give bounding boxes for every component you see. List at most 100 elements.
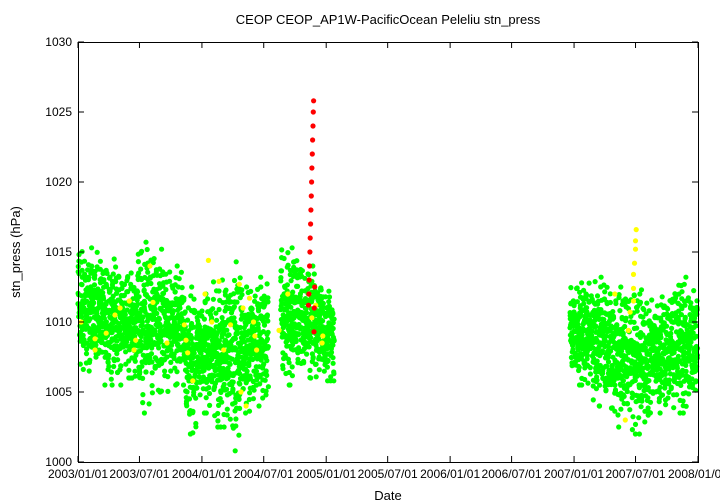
data-point [164,354,170,360]
data-point [118,382,124,388]
data-point [227,361,233,367]
plot-area [75,98,701,454]
data-point [236,432,242,438]
data-point [163,287,169,293]
data-point [181,295,187,301]
data-point [264,312,270,318]
data-point [123,349,129,355]
data-point [602,289,608,295]
data-point [167,278,173,284]
data-point [637,299,644,305]
data-point [168,359,174,365]
data-point [289,373,295,379]
data-point [663,402,669,408]
data-point [146,401,152,407]
data-point [289,245,295,251]
y-tick-label: 1015 [45,245,72,259]
data-point [248,288,254,294]
data-point [139,248,145,254]
data-point [237,405,243,411]
data-point [141,287,147,293]
data-point [100,295,107,302]
data-point [150,299,156,305]
data-point [682,302,688,308]
data-point [280,366,286,372]
data-point [156,345,162,351]
data-point [193,424,199,430]
data-point [649,297,655,303]
data-point [638,404,644,410]
data-point [330,355,336,361]
data-point [139,363,145,369]
data-point [599,348,606,354]
data-point [234,331,240,337]
data-point [639,398,645,404]
data-point [138,266,144,272]
data-point [262,377,268,383]
data-point [138,333,144,340]
data-point [294,258,300,264]
data-point [160,290,167,296]
data-point [179,285,185,291]
data-point [215,410,221,417]
data-point [178,269,184,275]
data-point [210,279,217,285]
data-point [671,405,677,411]
data-point [210,306,216,312]
data-point [658,334,664,341]
x-tick-label: 2004/07/01 [234,467,294,481]
data-point [288,304,294,310]
data-point [597,382,603,388]
data-point [576,382,583,388]
data-point [92,347,98,353]
data-point [148,337,154,343]
data-point [233,416,239,422]
data-point [621,393,627,399]
data-point [310,109,316,115]
data-point [150,260,156,266]
data-point [189,335,195,341]
data-point [666,377,673,383]
data-point [104,270,110,276]
data-point [234,299,240,305]
data-point [111,256,117,262]
data-point [263,368,269,374]
data-point [320,333,326,339]
x-tick-label: 2007/01/01 [544,467,604,481]
data-point [147,263,153,269]
data-point [693,378,699,384]
data-point [662,371,669,377]
data-point [219,315,225,321]
data-point [612,387,619,393]
data-point [285,291,291,297]
data-point [230,379,236,385]
data-point [232,400,238,406]
data-point [92,336,98,342]
data-point [264,281,270,287]
data-point [306,291,312,297]
data-point [246,295,253,301]
data-point [224,412,230,418]
data-point [231,304,237,310]
data-point [585,380,591,386]
data-point [140,392,146,398]
data-point [87,316,93,322]
data-point [584,292,590,298]
x-axis-label: Date [374,488,401,503]
data-point [106,352,112,358]
data-point [102,382,108,388]
data-point [205,257,211,263]
data-point [243,410,249,416]
data-point [261,322,268,328]
data-point [596,403,602,409]
data-point [634,325,640,331]
data-point [638,287,645,293]
data-point [251,387,257,393]
data-point [134,301,141,307]
data-point [616,424,622,430]
data-point [308,335,314,341]
data-point [147,296,153,302]
data-point [665,395,671,401]
data-point [237,275,243,281]
